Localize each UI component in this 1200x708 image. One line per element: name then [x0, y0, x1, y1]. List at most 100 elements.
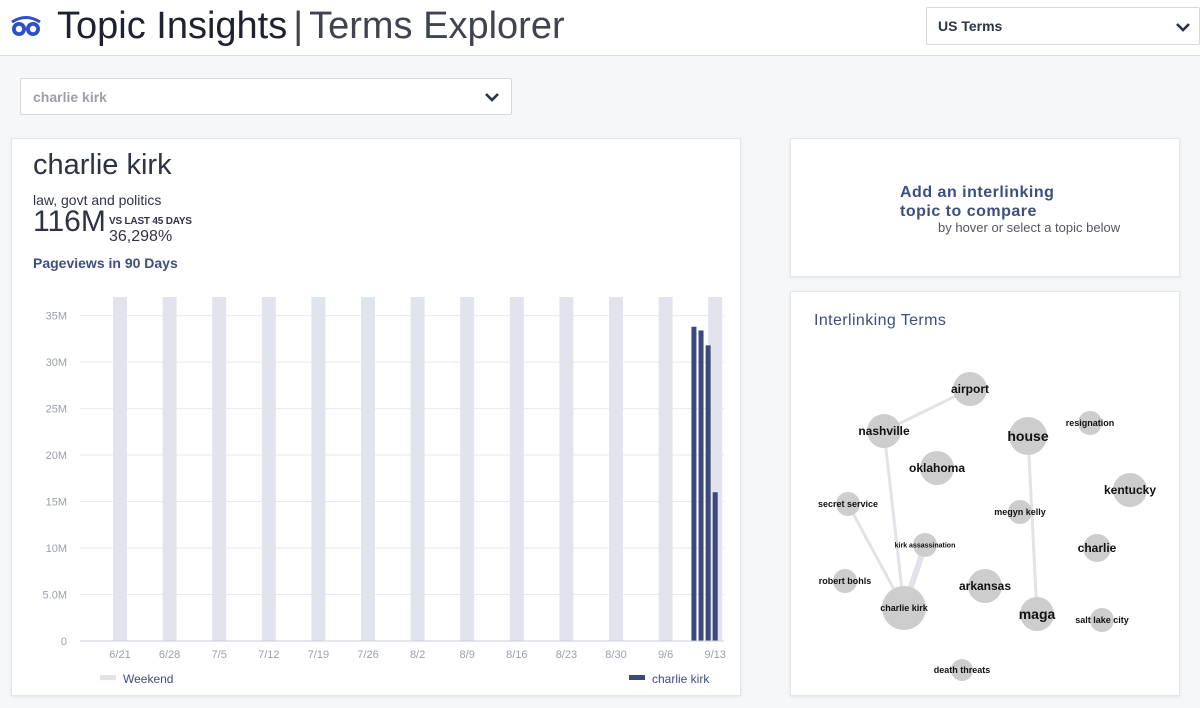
series-bar	[712, 492, 718, 641]
network-node-kentucky[interactable]: kentucky	[1104, 473, 1156, 507]
owl-eyes-logo-icon	[11, 16, 41, 36]
x-tick-label: 8/30	[605, 649, 626, 661]
x-tick-label: 8/16	[506, 649, 527, 661]
app-subtitle: Terms Explorer	[309, 5, 565, 47]
pageviews-total: 116M	[33, 205, 106, 238]
comparison-label: VS LAST 45 DAYS	[109, 216, 192, 227]
x-tick-label: 8/2	[410, 649, 425, 661]
weekend-band	[559, 297, 574, 641]
y-tick-label: 35M	[46, 311, 67, 323]
x-tick-label: 6/28	[159, 649, 180, 661]
compare-title-line1: Add an interlinking	[900, 184, 1055, 201]
network-node-maga[interactable]: maga	[1019, 597, 1056, 631]
network-node-label: house	[1007, 428, 1048, 444]
network-node-circle	[968, 569, 1002, 603]
network-node-circle	[1020, 597, 1054, 631]
network-node-label: charlie kirk	[880, 603, 929, 613]
compare-card: Add an interlinking topic to compare by …	[790, 138, 1180, 277]
x-tick-label: 9/6	[658, 649, 673, 661]
app-header: Topic Insights | Terms Explorer US Terms	[0, 0, 1200, 56]
network-node-circle	[913, 533, 937, 557]
network-node-circle	[867, 414, 901, 448]
network-node-resignation[interactable]: resignation	[1066, 411, 1115, 435]
series-bar	[705, 345, 711, 641]
region-select-value: US Terms	[938, 18, 1003, 34]
network-node-salt-lake-city[interactable]: salt lake city	[1075, 608, 1129, 632]
weekend-band	[509, 297, 524, 641]
network-node-circle	[836, 492, 860, 516]
topic-category: law, govt and politics	[33, 192, 162, 208]
network-node-death-threats[interactable]: death threats	[934, 659, 991, 681]
network-link	[882, 430, 906, 609]
network-node-charlie-kirk[interactable]: charlie kirk	[880, 586, 929, 630]
x-tick-label: 9/13	[704, 649, 725, 661]
y-tick-label: 25M	[46, 404, 67, 416]
network-node-circle	[1009, 417, 1047, 455]
network-node-circle	[1078, 411, 1102, 435]
region-select[interactable]: US Terms	[926, 7, 1200, 45]
weekend-band	[361, 297, 375, 641]
x-tick-label: 8/9	[460, 649, 475, 661]
x-tick-label: 7/19	[308, 649, 329, 661]
y-tick-label: 5.0M	[43, 590, 67, 602]
y-tick-label: 20M	[46, 450, 67, 462]
network-node-label: salt lake city	[1075, 615, 1129, 625]
network-node-robert-bohls[interactable]: robert bohls	[819, 569, 872, 593]
y-tick-label: 10M	[46, 543, 67, 555]
network-node-charlie[interactable]: charlie	[1078, 534, 1117, 562]
network-node-arkansas[interactable]: arkansas	[959, 569, 1011, 603]
y-tick-label: 15M	[46, 497, 67, 509]
weekend-band	[113, 297, 127, 641]
weekend-band	[460, 297, 475, 641]
legend-swatch-series	[629, 675, 645, 680]
network-node-kirk-assassination[interactable]: kirk assassination	[895, 533, 956, 557]
topic-select[interactable]: charlie kirk	[20, 78, 512, 115]
chevron-down-icon	[1176, 23, 1190, 32]
x-tick-label: 7/5	[212, 649, 227, 661]
network-node-label: kentucky	[1104, 483, 1156, 497]
network-node-megyn-kelly[interactable]: megyn kelly	[994, 500, 1046, 524]
compare-title-line2: topic to compare	[900, 203, 1037, 220]
network-node-circle	[953, 372, 987, 406]
network-node-label: nashville	[858, 424, 910, 438]
interlinking-title: Interlinking Terms	[814, 312, 947, 329]
network-node-circle	[1083, 534, 1111, 562]
network-link	[1026, 435, 1039, 615]
x-tick-label: 7/26	[357, 649, 378, 661]
network-node-label: kirk assassination	[895, 542, 956, 549]
network-node-nashville[interactable]: nashville	[858, 414, 910, 448]
x-tick-label: 7/12	[258, 649, 279, 661]
network-node-label: charlie	[1078, 541, 1117, 555]
app-title-text: Topic Insights	[57, 5, 288, 47]
topic-summary-card: charlie kirk law, govt and politics 116M…	[11, 138, 741, 696]
topic-name: charlie kirk	[33, 149, 172, 181]
network-node-label: megyn kelly	[994, 507, 1046, 517]
legend-swatch-weekend	[100, 675, 116, 680]
series-bar	[691, 326, 697, 641]
network-node-circle	[1113, 473, 1147, 507]
weekend-band	[212, 297, 227, 641]
network-node-circle	[882, 586, 926, 630]
network-node-label: robert bohls	[819, 576, 872, 586]
network-node-label: arkansas	[959, 579, 1011, 593]
network-node-label: oklahoma	[909, 461, 965, 475]
title-separator: |	[293, 5, 304, 47]
pageviews-period-label: Pageviews in 90 Days	[33, 255, 178, 271]
weekend-band	[162, 297, 177, 641]
network-node-airport[interactable]: airport	[951, 372, 989, 406]
chevron-down-icon	[485, 93, 499, 102]
interlinking-network: airport nashville house resignation oklahoma…	[818, 372, 1156, 681]
network-node-label: resignation	[1066, 418, 1115, 428]
network-node-circle	[920, 451, 954, 485]
network-node-oklahoma[interactable]: oklahoma	[909, 451, 965, 485]
pageviews-chart: 0 5.0M 10M 15M 20M 25M 30M 35M 6/21 6/28 7/5 7/12 7/…	[43, 297, 726, 686]
network-node-secret-service[interactable]: secret service	[818, 492, 878, 516]
weekend-band	[708, 297, 723, 641]
weekend-band	[609, 297, 623, 641]
network-node-house[interactable]: house	[1007, 417, 1049, 455]
network-node-label: maga	[1019, 606, 1056, 622]
weekend-band	[261, 297, 276, 641]
interlinking-terms-card: airport nashville house resignation oklahoma…	[790, 291, 1180, 696]
compare-title: Add an interlinking topic to compare	[900, 183, 1054, 221]
y-tick-label: 0	[61, 636, 67, 648]
